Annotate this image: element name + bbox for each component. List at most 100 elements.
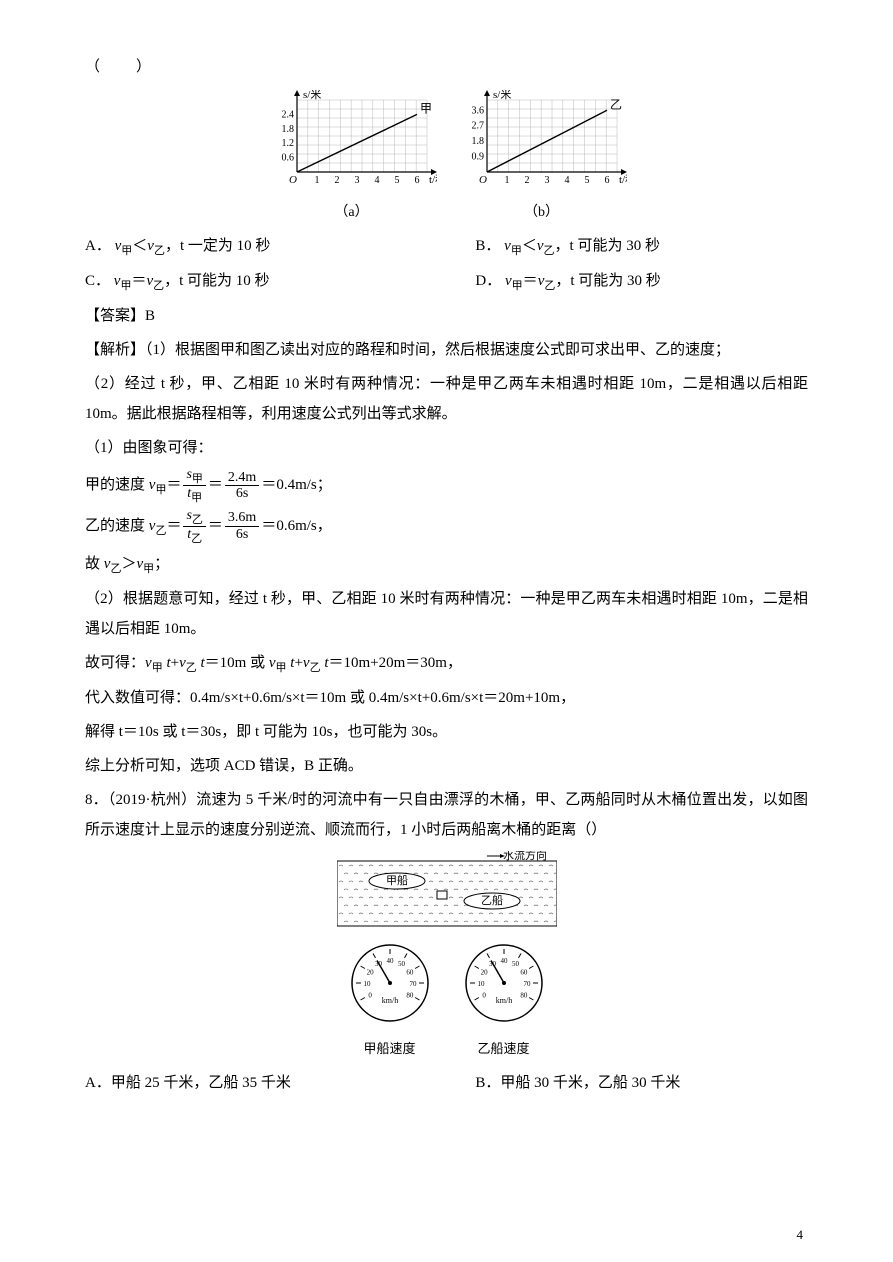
svg-text:70: 70: [523, 980, 531, 988]
frac-den: 6s: [225, 527, 259, 542]
svg-text:60: 60: [520, 968, 528, 976]
svg-text:40: 40: [386, 957, 394, 965]
var-t: t: [321, 655, 329, 671]
eq: ＝: [208, 477, 223, 493]
frac-num: 2.4m: [225, 470, 259, 486]
sub-yi: 乙: [544, 280, 555, 292]
tail: ；: [154, 556, 169, 572]
sub-jia: 甲: [152, 662, 163, 674]
svg-text:甲船: 甲船: [386, 873, 408, 887]
var-v: v: [303, 655, 310, 671]
sub-jia: 甲: [143, 563, 154, 575]
option-d-label: D．: [475, 273, 501, 289]
svg-text:s/米: s/米: [493, 90, 511, 101]
svg-text:水流方向: 水流方向: [503, 851, 547, 862]
svg-text:0.9: 0.9: [471, 152, 484, 163]
sub-yi: 乙: [192, 514, 203, 526]
option-b: B． v甲＜v乙，t 可能为 30 秒: [475, 231, 808, 262]
svg-text:2: 2: [524, 175, 529, 186]
svg-text:t/秒: t/秒: [429, 172, 437, 186]
sub-yi: 乙: [186, 662, 197, 674]
q8-diagram: 甲船乙船水流方向 01020304050607080km/h甲船速度010203…: [85, 851, 808, 1062]
paren-placeholder: （ ）: [85, 52, 808, 82]
svg-text:3.6: 3.6: [471, 105, 484, 116]
q8-source: （2019·杭州）: [108, 792, 196, 808]
sub-jia: 甲: [276, 662, 287, 674]
plus: +: [294, 655, 302, 671]
sub-jia: 甲: [121, 245, 132, 257]
svg-text:80: 80: [406, 991, 414, 999]
svg-text:O: O: [289, 174, 297, 186]
option-a: A． v甲＜v乙，t 一定为 10 秒: [85, 231, 475, 262]
sub-jia: 甲: [191, 492, 202, 504]
svg-text:50: 50: [512, 960, 520, 968]
sub-jia: 甲: [511, 245, 522, 257]
svg-text:O: O: [479, 174, 487, 186]
sol-compare: 故 v乙＞v甲；: [85, 549, 808, 580]
svg-text:1: 1: [504, 175, 509, 186]
svg-text:4: 4: [564, 175, 569, 186]
q8-option-b-label: B．: [475, 1075, 500, 1091]
frac-den: 6s: [225, 486, 259, 501]
svg-text:80: 80: [520, 991, 528, 999]
option-c-label: C．: [85, 273, 110, 289]
svg-text:甲: 甲: [420, 101, 432, 115]
option-a-tail: ，t 一定为 10 秒: [165, 238, 270, 254]
eq: ＝: [208, 518, 223, 534]
svg-text:1.8: 1.8: [281, 124, 294, 135]
q8-option-a-text: 甲船 25 千米，乙船 35 千米: [111, 1075, 291, 1091]
svg-text:1.8: 1.8: [471, 136, 484, 147]
svg-text:乙船: 乙船: [481, 893, 503, 907]
svg-text:0: 0: [368, 991, 372, 999]
answer-value: B: [145, 308, 155, 324]
q8-number: 8．: [85, 792, 108, 808]
sub-jia: 甲: [512, 280, 523, 292]
body2: ＝10m+20m＝30m，: [329, 655, 462, 671]
frac-num: 3.6m: [225, 510, 259, 526]
svg-text:10: 10: [363, 980, 371, 988]
options-row-2: C． v甲＝v乙，t 可能为 10 秒 D． v甲＝v乙，t 可能为 30 秒: [85, 266, 808, 297]
analysis-1: 【解析】（1）根据图甲和图乙读出对应的路程和时间，然后根据速度公式即可求出甲、乙…: [85, 335, 808, 365]
op: ＞: [121, 556, 136, 572]
var-v: v: [147, 238, 154, 254]
var-v: v: [505, 273, 512, 289]
sub-jia: 甲: [192, 473, 203, 485]
svg-text:6: 6: [414, 175, 419, 186]
gauge-row: 01020304050607080km/h甲船速度010203040506070…: [345, 935, 549, 1062]
chart-row: 0.61.21.82.4123456s/米t/秒O甲（a）0.91.82.73.…: [85, 90, 808, 227]
sol-result: 解得 t＝10s 或 t＝30s，即 t 可能为 10s，也可能为 30s。: [85, 717, 808, 747]
sub-yi: 乙: [310, 662, 321, 674]
svg-text:0.6: 0.6: [281, 153, 294, 164]
analysis-text-1: （1）根据图甲和图乙读出对应的路程和时间，然后根据速度公式即可求出甲、乙的速度；: [145, 342, 730, 358]
svg-text:t/秒: t/秒: [619, 172, 627, 186]
sub-jia: 甲: [155, 484, 166, 496]
cmp: ＝: [523, 273, 538, 289]
var-v: v: [504, 238, 511, 254]
svg-text:2.4: 2.4: [281, 109, 294, 120]
svg-text:50: 50: [398, 960, 406, 968]
sub-yi: 乙: [154, 245, 165, 257]
sol-jia-res: ＝0.4m/s；: [261, 477, 331, 493]
svg-text:2: 2: [334, 175, 339, 186]
svg-text:10: 10: [477, 980, 485, 988]
option-a-label: A．: [85, 238, 111, 254]
pre: 故: [85, 556, 104, 572]
q8-option-a: A．甲船 25 千米，乙船 35 千米: [85, 1068, 475, 1098]
options-row-1: A． v甲＜v乙，t 一定为 10 秒 B． v甲＜v乙，t 可能为 30 秒: [85, 231, 808, 262]
sub-jia: 甲: [120, 280, 131, 292]
eq: ＝: [166, 518, 181, 534]
svg-text:1.2: 1.2: [281, 138, 294, 149]
q8-option-b: B．甲船 30 千米，乙船 30 千米: [475, 1068, 808, 1098]
var-t: t: [163, 655, 171, 671]
sol-2: （2）根据题意可知，经过 t 秒，甲、乙相距 10 米时有两种情况：一种是甲乙两…: [85, 584, 808, 644]
pre: 故可得：: [85, 655, 145, 671]
var-v: v: [145, 655, 152, 671]
q8-stem: 8．（2019·杭州）流速为 5 千米/时的河流中有一只自由漂浮的木桶，甲、乙两…: [85, 785, 808, 845]
cmp: ＜: [522, 238, 537, 254]
frac-yi-1: s乙t乙: [183, 508, 205, 545]
option-b-tail: ，t 可能为 30 秒: [555, 238, 660, 254]
option-d-tail: ，t 可能为 30 秒: [555, 273, 660, 289]
svg-text:20: 20: [480, 968, 488, 976]
sol-yi-line: 乙的速度 v乙＝s乙t乙＝3.6m6s＝0.6m/s，: [85, 508, 808, 545]
svg-text:5: 5: [584, 175, 589, 186]
